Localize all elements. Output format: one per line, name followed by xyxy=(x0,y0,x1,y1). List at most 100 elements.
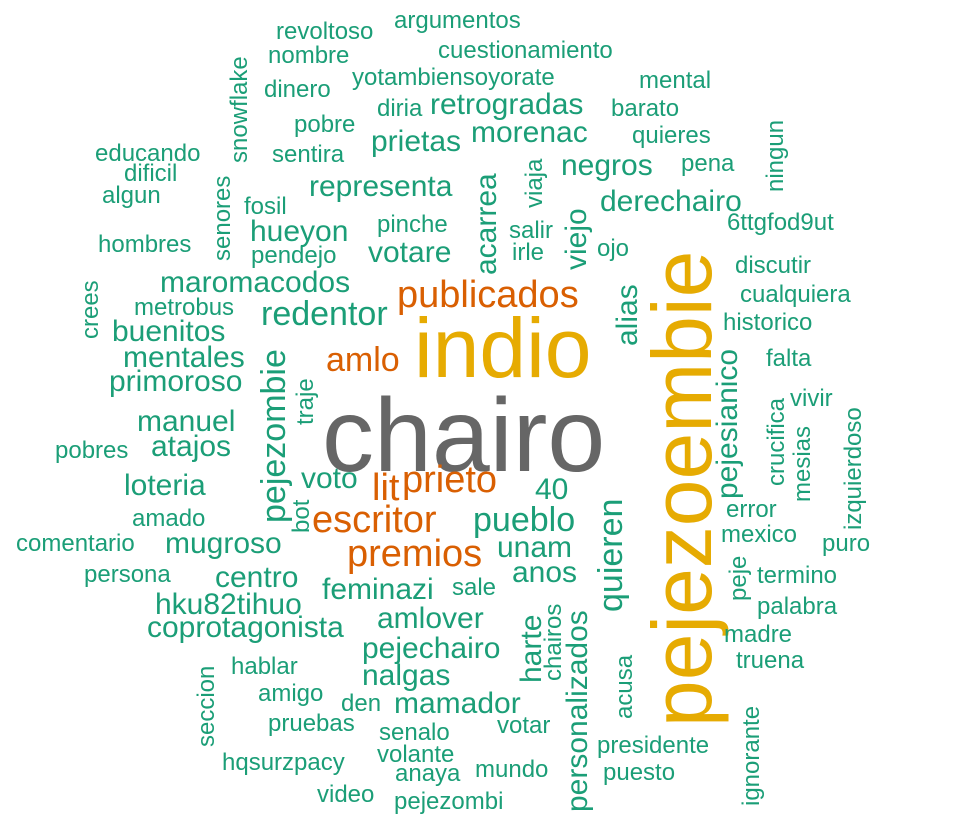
word-personalizados: personalizados xyxy=(561,610,594,812)
word-6ttgfod9ut: 6ttgfod9ut xyxy=(727,209,834,236)
word-puesto: puesto xyxy=(603,759,676,786)
word-ojo: ojo xyxy=(597,235,630,262)
word-palabra: palabra xyxy=(757,593,838,620)
word-quieren: quieren xyxy=(592,498,630,612)
word-comentario: comentario xyxy=(16,530,135,557)
word-representa: representa xyxy=(309,170,453,203)
word-algun: algun xyxy=(102,182,161,209)
word-publicados: publicados xyxy=(397,274,579,316)
word-presidente: presidente xyxy=(597,732,710,759)
word-buenitos: buenitos xyxy=(112,315,226,348)
word-seccion: seccion xyxy=(193,665,220,747)
word-nalgas: nalgas xyxy=(362,659,451,692)
word-pejezombie: pejezombie xyxy=(255,349,293,523)
word-negros: negros xyxy=(561,149,653,182)
word-escritor: escritor xyxy=(312,499,437,541)
word-maromacodos: maromacodos xyxy=(160,266,351,299)
word-fosil: fosil xyxy=(244,193,287,220)
word-mundo: mundo xyxy=(475,756,549,783)
word-voto: voto xyxy=(301,462,358,495)
word-derechairo: derechairo xyxy=(600,185,742,218)
word-premios: premios xyxy=(347,533,483,575)
word-indio: indio xyxy=(414,301,592,395)
word-prieto: prieto xyxy=(402,459,498,501)
word-prietas: prietas xyxy=(371,125,462,158)
word-barato: barato xyxy=(611,95,680,122)
word-hablar: hablar xyxy=(231,653,298,680)
word-pueblo: pueblo xyxy=(473,501,576,539)
word-acarrea: acarrea xyxy=(470,173,503,275)
word-dinero: dinero xyxy=(264,76,331,103)
word-unam: unam xyxy=(497,531,573,564)
word-retrogradas: retrogradas xyxy=(430,88,584,121)
word-hombres: hombres xyxy=(98,231,192,258)
word-irle: irle xyxy=(512,239,545,266)
word-yotambiensoyorate: yotambiensoyorate xyxy=(352,64,555,91)
word-nombre: nombre xyxy=(268,42,350,69)
word-mamador: mamador xyxy=(394,687,521,720)
word-acusa: acusa xyxy=(611,654,638,719)
word-centro: centro xyxy=(215,561,299,594)
word-cuestionamiento: cuestionamiento xyxy=(438,37,613,64)
word-pejechairo: pejechairo xyxy=(362,632,501,665)
word-mexico: mexico xyxy=(721,521,798,548)
word-redentor: redentor xyxy=(261,295,388,333)
word-votar: votar xyxy=(497,712,551,739)
word-madre: madre xyxy=(724,621,793,648)
word-historico: historico xyxy=(723,309,813,336)
word-sale: sale xyxy=(452,574,497,601)
word-senalo: senalo xyxy=(379,719,450,746)
word-senores: senores xyxy=(209,175,236,261)
word-pobre: pobre xyxy=(294,111,356,138)
word-anos: anos xyxy=(512,556,578,589)
word-harte: harte xyxy=(515,614,548,683)
word-pejezombi: pejezombi xyxy=(394,788,504,815)
word-pejesianico: pejesianico xyxy=(711,348,744,499)
word-feminazi: feminazi xyxy=(322,573,434,606)
word-discutir: discutir xyxy=(735,252,812,279)
word-amlo: amlo xyxy=(326,341,400,379)
word-vivir: vivir xyxy=(790,385,833,412)
word-dificil: dificil xyxy=(124,160,178,187)
word-puro: puro xyxy=(822,530,871,557)
word-crucifica: crucifica xyxy=(763,397,790,486)
word-mugroso: mugroso xyxy=(165,527,282,560)
word-pobres: pobres xyxy=(55,437,129,464)
word-hku82tihuo: hku82tihuo xyxy=(155,588,302,621)
word-pendejo: pendejo xyxy=(251,242,337,269)
word-persona: persona xyxy=(84,561,171,588)
word-amado: amado xyxy=(132,505,206,532)
word-viaja: viaja xyxy=(521,158,548,208)
word-peje: peje xyxy=(725,555,752,601)
word-ningun: ningun xyxy=(762,119,789,192)
word-votare: votare xyxy=(368,236,452,269)
word-atajos: atajos xyxy=(151,430,232,463)
word-diria: diria xyxy=(377,95,423,122)
word-den: den xyxy=(341,690,382,717)
word-salir: salir xyxy=(509,217,554,244)
word-manuel: manuel xyxy=(137,405,236,438)
word-primoroso: primoroso xyxy=(109,365,243,398)
word-hqsurzpacy: hqsurzpacy xyxy=(222,749,345,776)
word-pruebas: pruebas xyxy=(268,710,355,737)
word-traje: traje xyxy=(292,378,319,425)
word-amlover: amlover xyxy=(377,602,484,635)
word-ignorante: ignorante xyxy=(738,705,765,806)
word-40: 40 xyxy=(535,473,569,506)
word-termino: termino xyxy=(757,562,838,589)
word-revoltoso: revoltoso xyxy=(276,18,374,45)
word-metrobus: metrobus xyxy=(134,294,235,321)
word-quieres: quieres xyxy=(632,122,711,149)
word-bot: bot xyxy=(288,499,315,533)
word-pinche: pinche xyxy=(377,211,448,238)
word-mentales: mentales xyxy=(123,341,245,374)
word-anaya: anaya xyxy=(395,760,461,787)
word-mental: mental xyxy=(639,67,712,94)
word-alias: alias xyxy=(611,284,644,346)
word-educando: educando xyxy=(95,140,201,167)
word-hueyon: hueyon xyxy=(250,215,349,248)
word-loteria: loteria xyxy=(124,469,206,502)
word-falta: falta xyxy=(766,345,812,372)
word-amigo: amigo xyxy=(258,680,324,707)
